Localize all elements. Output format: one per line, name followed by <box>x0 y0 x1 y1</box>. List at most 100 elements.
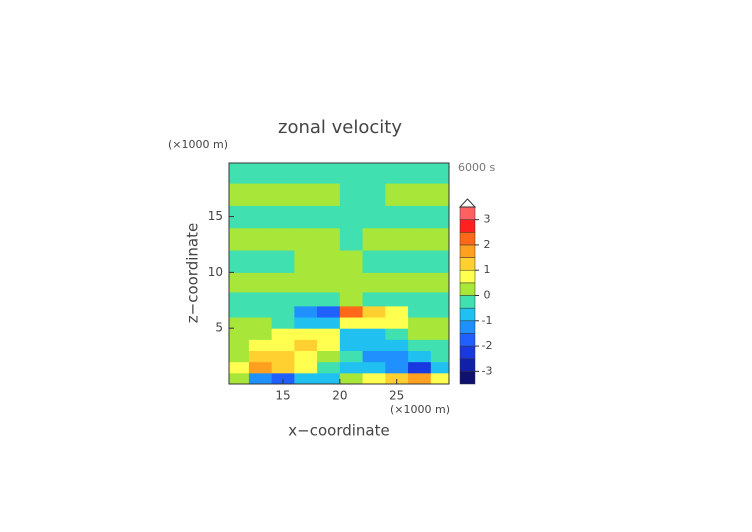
field-cell <box>408 305 432 318</box>
field-cell <box>339 317 364 329</box>
field-cell <box>248 305 273 318</box>
field-cell <box>294 350 318 363</box>
x-unit: (×1000 m) <box>390 403 450 416</box>
colorbar-band <box>459 307 476 322</box>
field-cell <box>362 227 386 251</box>
x-tick-label: 20 <box>332 389 347 403</box>
field-cell <box>229 361 250 374</box>
field-cell <box>362 163 386 184</box>
field-cell <box>408 372 432 385</box>
colorbar-band <box>459 232 476 246</box>
field-cell <box>271 317 295 329</box>
field-cell <box>385 339 409 352</box>
field-cell <box>339 291 364 307</box>
field-cell <box>362 250 386 273</box>
field-cell <box>408 183 432 206</box>
field-cell <box>385 250 409 273</box>
field-cell <box>271 272 295 293</box>
field-cell <box>229 328 250 340</box>
field-cell <box>385 305 409 318</box>
colorbar-band <box>459 345 476 359</box>
field-cell <box>385 272 409 293</box>
field-cell <box>229 250 250 273</box>
field-cell <box>430 163 450 184</box>
colorbar-band <box>459 269 476 284</box>
y-tick-label: 5 <box>215 321 223 335</box>
field-cell <box>294 305 318 318</box>
field-cell <box>385 291 409 307</box>
field-cell <box>339 250 364 273</box>
field-cell <box>294 317 318 329</box>
field-cell <box>385 317 409 329</box>
field-cell <box>317 350 341 363</box>
field-cell <box>229 305 250 318</box>
colorbar-band <box>459 219 476 233</box>
colorbar-tick-label: 2 <box>484 238 491 251</box>
field-cell <box>408 250 432 273</box>
field-cell <box>229 163 250 184</box>
field-cell <box>339 372 364 385</box>
field-cell <box>271 350 295 363</box>
field-cell <box>248 328 273 340</box>
field-cell <box>229 339 250 352</box>
field-cell <box>229 372 250 385</box>
field-cell <box>385 328 409 340</box>
field-cell <box>408 361 432 374</box>
field-cell <box>430 227 450 251</box>
field-cell <box>339 205 364 229</box>
field-cell <box>248 250 273 273</box>
field-cell <box>248 205 273 229</box>
field-cell <box>430 205 450 229</box>
field-cell <box>408 272 432 293</box>
field-cell <box>385 350 409 363</box>
field-cell <box>271 372 295 385</box>
field-cell <box>294 163 318 184</box>
colorbar-band <box>459 206 476 220</box>
y-axis-label: z−coordinate <box>184 223 202 323</box>
time-label: 6000 s <box>458 161 495 174</box>
field-cell <box>294 272 318 293</box>
colorbar-band <box>459 244 476 258</box>
colorbar-tick-label: 3 <box>484 213 491 226</box>
field-cell <box>385 361 409 374</box>
field-cell <box>430 291 450 307</box>
colorbar-tick-label: 1 <box>484 263 491 276</box>
axes: 15 20 25 5 10 15 -3 -2 -1 0 1 2 3 <box>208 162 492 403</box>
field-cell <box>408 350 432 363</box>
field-cell <box>248 291 273 307</box>
field-cell <box>408 227 432 251</box>
field-cell <box>248 372 273 385</box>
field-cell <box>430 317 450 329</box>
field-cell <box>294 291 318 307</box>
field-cell <box>294 339 318 352</box>
field-cell <box>248 163 273 184</box>
field-cell <box>362 305 386 318</box>
field-cell <box>339 361 364 374</box>
y-tick-label: 15 <box>208 209 223 223</box>
field-cell <box>339 350 364 363</box>
field-cell <box>294 183 318 206</box>
field-cell <box>362 183 386 206</box>
field-cell <box>317 183 341 206</box>
field-cell <box>430 328 450 340</box>
field-cell <box>294 227 318 251</box>
field-cell <box>408 205 432 229</box>
field-cell <box>430 339 450 352</box>
field-cell <box>408 328 432 340</box>
x-tick-label: 25 <box>389 389 404 403</box>
colorbar-band <box>459 371 476 385</box>
field-cell <box>339 163 364 184</box>
field-cell <box>294 250 318 273</box>
field-cell <box>339 227 364 251</box>
colorbar-band <box>459 282 476 296</box>
field-cell <box>317 361 341 374</box>
field-cell <box>430 250 450 273</box>
field-cell <box>271 163 295 184</box>
field-cell <box>385 205 409 229</box>
field-cell <box>362 372 386 385</box>
field-cell <box>362 361 386 374</box>
field-cell <box>229 317 250 329</box>
field-cell <box>248 350 273 363</box>
field-cell <box>430 272 450 293</box>
